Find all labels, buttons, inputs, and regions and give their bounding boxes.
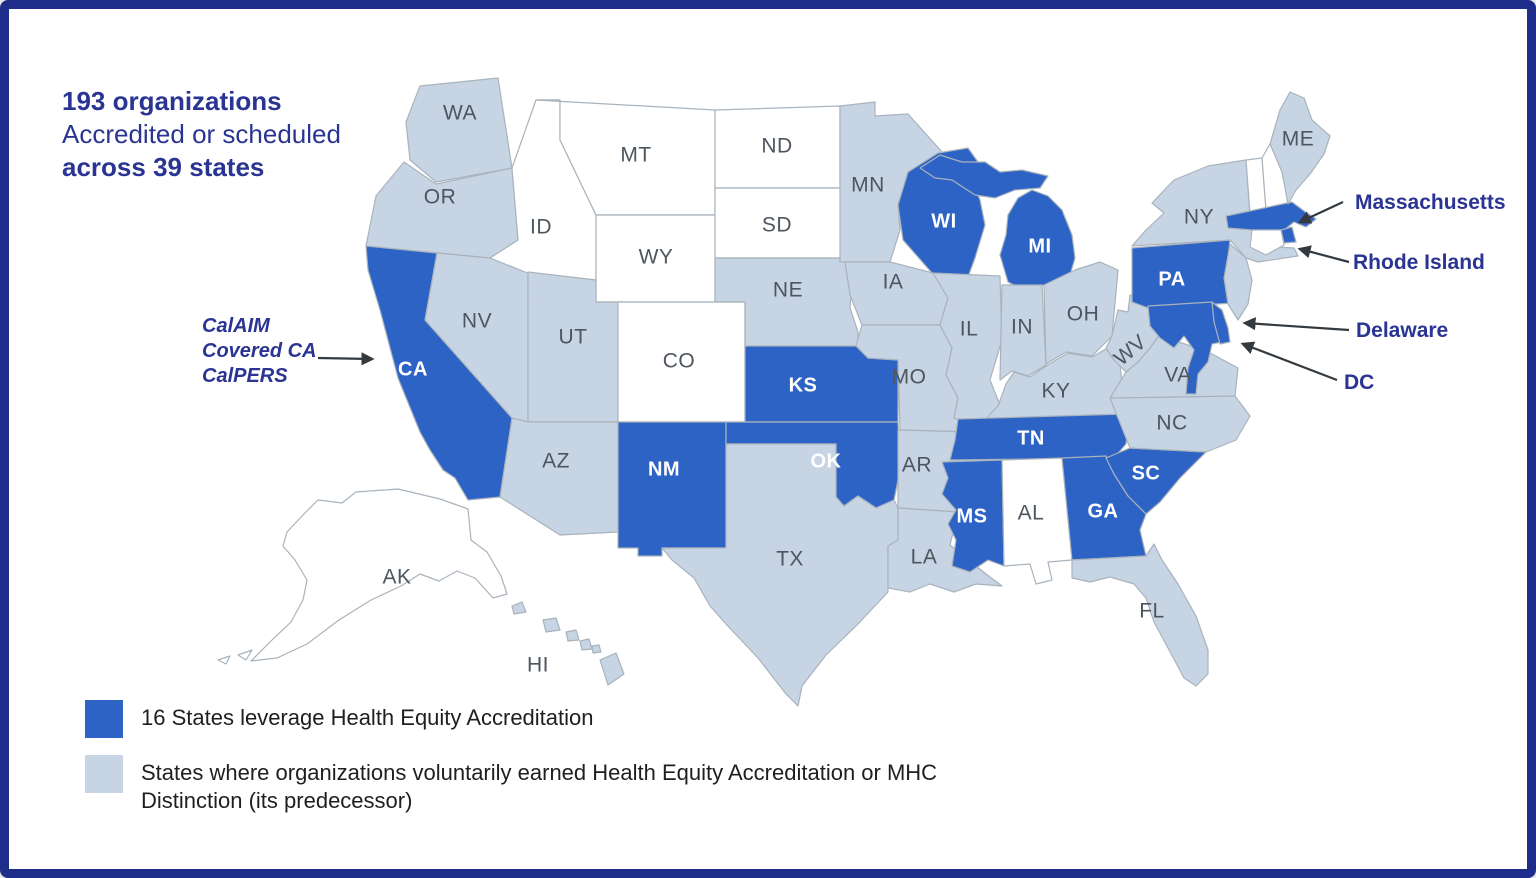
state-mi bbox=[919, 154, 1049, 199]
state-nm bbox=[617, 421, 727, 557]
state-hi bbox=[565, 629, 580, 642]
callout-delaware: Delaware bbox=[1356, 319, 1449, 342]
arrow-rhode-island bbox=[1297, 245, 1350, 264]
state-label-mo: MO bbox=[892, 366, 927, 389]
legend-row-leverage: 16 States leverage Health Equity Accredi… bbox=[85, 700, 991, 738]
state-label-mi: MI bbox=[1028, 235, 1051, 257]
state-label-wa: WA bbox=[443, 102, 477, 125]
state-sc bbox=[1105, 447, 1207, 515]
state-label-nd: ND bbox=[761, 135, 792, 158]
state-label-mn: MN bbox=[851, 174, 885, 197]
state-hi bbox=[579, 638, 593, 651]
state-tx bbox=[661, 443, 899, 707]
state-label-ok: OK bbox=[811, 450, 842, 472]
state-label-ky: KY bbox=[1041, 380, 1070, 403]
state-label-ak: AK bbox=[382, 566, 411, 589]
arrow-delaware bbox=[1242, 317, 1350, 332]
state-label-nv: NV bbox=[462, 310, 492, 333]
state-label-sd: SD bbox=[762, 214, 792, 237]
title-line-3: across 39 states bbox=[62, 152, 265, 182]
state-hi bbox=[511, 601, 527, 615]
state-label-ks: KS bbox=[789, 374, 818, 396]
state-label-co: CO bbox=[663, 350, 696, 373]
state-labels-layer: WA OR CA NV ID MT WY UT CO AZ NM ND SD NE KS OK TX MN IA MO… bbox=[382, 102, 1315, 677]
state-label-me: ME bbox=[1282, 128, 1315, 151]
arrow-calaim bbox=[317, 352, 375, 366]
state-label-tx: TX bbox=[776, 548, 804, 571]
state-ak bbox=[217, 488, 508, 665]
state-label-nc: NC bbox=[1156, 412, 1187, 435]
state-label-or: OR bbox=[424, 186, 457, 209]
state-label-id: ID bbox=[530, 216, 552, 239]
state-ct bbox=[1249, 229, 1285, 256]
state-label-ut: UT bbox=[559, 326, 588, 349]
california-programs-annotation: CalAIM Covered CA CalPERS bbox=[202, 314, 316, 389]
state-label-va: VA bbox=[1164, 364, 1191, 387]
state-label-ia: IA bbox=[883, 271, 904, 294]
calaim-line-1: CalAIM bbox=[202, 315, 270, 337]
state-label-oh: OH bbox=[1067, 303, 1100, 326]
state-az bbox=[499, 417, 619, 536]
title-line-2: Accredited or scheduled bbox=[62, 119, 341, 149]
state-la bbox=[887, 507, 1003, 593]
calaim-line-3: CalPERS bbox=[202, 365, 288, 387]
state-hi bbox=[599, 652, 625, 686]
callout-rhode-island: Rhode Island bbox=[1353, 251, 1485, 274]
state-label-wy: WY bbox=[639, 246, 674, 269]
state-fl bbox=[1071, 543, 1209, 687]
callout-massachusetts: Massachusetts bbox=[1355, 191, 1506, 214]
state-label-ny: NY bbox=[1184, 206, 1214, 229]
state-hi bbox=[542, 617, 561, 633]
state-label-ga: GA bbox=[1088, 500, 1119, 522]
arrow-massachusetts bbox=[1297, 201, 1344, 224]
state-label-fl: FL bbox=[1139, 600, 1165, 623]
state-label-al: AL bbox=[1018, 502, 1045, 525]
legend-swatch-voluntary bbox=[85, 755, 123, 793]
arrow-dc bbox=[1240, 341, 1338, 382]
state-nj bbox=[1223, 243, 1253, 321]
state-label-sc: SC bbox=[1132, 462, 1161, 484]
legend: 16 States leverage Health Equity Accredi… bbox=[85, 700, 991, 815]
state-label-az: AZ bbox=[542, 450, 570, 473]
legend-swatch-leverage bbox=[85, 700, 123, 738]
state-label-in: IN bbox=[1011, 316, 1033, 339]
state-label-ne: NE bbox=[773, 279, 803, 302]
callout-dc: DC bbox=[1344, 371, 1375, 394]
states-layer bbox=[217, 77, 1331, 707]
state-label-la: LA bbox=[911, 546, 938, 569]
state-label-ar: AR bbox=[902, 454, 932, 477]
callout-arrows-layer bbox=[317, 201, 1350, 382]
state-mi bbox=[999, 189, 1076, 289]
legend-label-voluntary: States where organizations voluntarily e… bbox=[141, 760, 938, 813]
title-line-1: 193 organizations bbox=[62, 86, 282, 116]
state-me bbox=[1269, 91, 1331, 205]
state-label-wi: WI bbox=[931, 210, 956, 232]
calaim-line-2: Covered CA bbox=[202, 340, 317, 362]
legend-row-voluntary: States where organizations voluntarily e… bbox=[85, 755, 991, 815]
state-label-ca: CA bbox=[398, 358, 428, 380]
state-hi bbox=[591, 644, 602, 654]
state-label-nm: NM bbox=[648, 458, 680, 480]
state-label-mt: MT bbox=[620, 144, 651, 167]
state-label-il: IL bbox=[960, 318, 979, 341]
legend-label-leverage: 16 States leverage Health Equity Accredi… bbox=[141, 705, 594, 730]
state-ma bbox=[1225, 201, 1317, 231]
state-label-ms: MS bbox=[957, 505, 988, 527]
state-wa bbox=[405, 77, 513, 183]
title-block: 193 organizations Accredited or schedule… bbox=[62, 85, 341, 184]
state-label-tn: TN bbox=[1017, 427, 1045, 449]
state-label-hi: HI bbox=[527, 654, 549, 677]
us-map: WA OR CA NV ID MT WY UT CO AZ NM ND SD NE KS OK TX MN IA MO… bbox=[217, 77, 1350, 707]
state-de bbox=[1211, 301, 1231, 345]
state-label-pa: PA bbox=[1158, 268, 1185, 290]
